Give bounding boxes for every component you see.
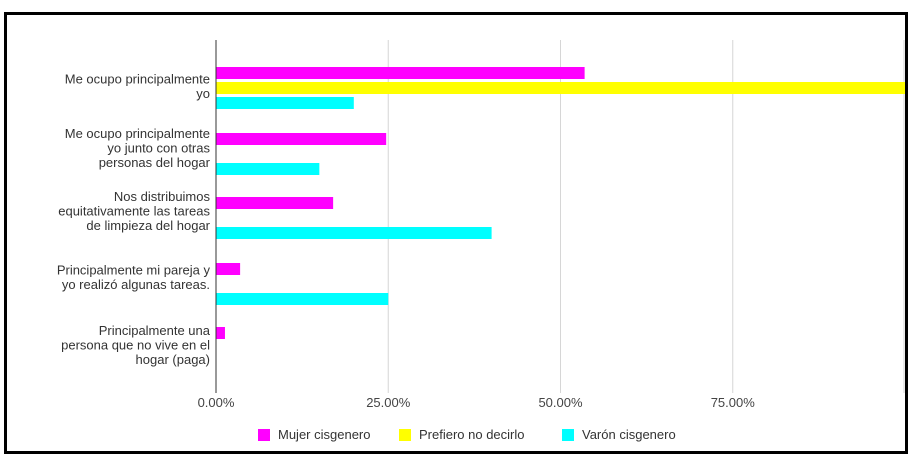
legend-swatch-2: [562, 429, 574, 441]
category-label-0-1: yo: [196, 86, 210, 101]
x-tick-label-1: 25.00%: [366, 395, 411, 410]
category-label-2-2: de limpieza del hogar: [86, 218, 210, 233]
bar-var-n-cisgenero-1: [216, 163, 320, 175]
chart-frame: Me ocupo principalmente yo Me ocupo princi…: [4, 12, 908, 454]
bar-prefiero-no-decirlo-0: [216, 82, 905, 94]
legend-swatch-1: [399, 429, 411, 441]
bar-var-n-cisgenero-0: [216, 97, 354, 109]
category-label-4-2: hogar (paga): [136, 352, 210, 367]
category-label-4-1: persona que no vive en el: [61, 338, 210, 353]
category-label-1-2: personas del hogar: [99, 155, 211, 170]
legend-swatch-0: [258, 429, 270, 441]
x-tick-label-3: 75.00%: [711, 395, 756, 410]
bar-mujer-cisgenero-4: [216, 327, 225, 339]
category-label-2-1: equitativamente las tareas: [58, 204, 210, 219]
category-label-4-0: Principalmente una: [99, 323, 211, 338]
bar-mujer-cisgenero-0: [216, 67, 585, 79]
bar-var-n-cisgenero-3: [216, 293, 389, 305]
legend-label-1: Prefiero no decirlo: [419, 427, 525, 442]
category-label-2-0: Nos distribuimos: [114, 189, 211, 204]
bar-mujer-cisgenero-1: [216, 133, 387, 145]
category-label-1-1: yo junto con otras: [107, 141, 210, 156]
category-label-3-0: Principalmente mi pareja y: [57, 262, 211, 277]
legend-label-2: Varón cisgenero: [582, 427, 676, 442]
bar-mujer-cisgenero-2: [216, 197, 334, 209]
bar-var-n-cisgenero-2: [216, 227, 492, 239]
category-label-1-0: Me ocupo principalmente: [65, 126, 210, 141]
category-label-3-1: yo realizó algunas tareas.: [62, 277, 210, 292]
category-label-0-0: Me ocupo principalmente: [65, 71, 210, 86]
x-tick-label-2: 50.00%: [538, 395, 583, 410]
x-tick-label-0: 0.00%: [198, 395, 235, 410]
bar-mujer-cisgenero-3: [216, 263, 241, 275]
legend-label-0: Mujer cisgenero: [278, 427, 371, 442]
